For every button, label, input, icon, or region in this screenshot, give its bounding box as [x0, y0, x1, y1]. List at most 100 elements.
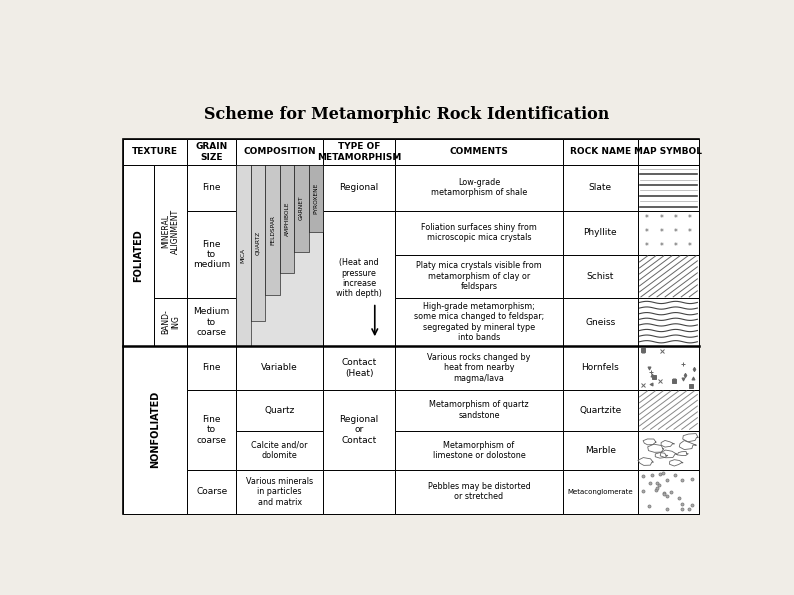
Text: Quartz: Quartz: [264, 406, 295, 415]
Text: *: *: [645, 228, 649, 237]
Text: *: *: [659, 242, 663, 251]
Bar: [187, 470, 236, 513]
Bar: [236, 470, 323, 513]
Text: Various minerals
in particles
and matrix: Various minerals in particles and matrix: [246, 477, 314, 506]
Bar: [323, 346, 395, 390]
Bar: [638, 470, 700, 513]
Text: Regional
or
Contact: Regional or Contact: [340, 415, 379, 444]
Bar: [187, 211, 236, 298]
Text: Fine: Fine: [202, 364, 221, 372]
Text: NONFOLIATED: NONFOLIATED: [150, 391, 160, 468]
Bar: [563, 431, 638, 470]
Bar: [395, 165, 563, 211]
Text: Metamorphism of
limestone or dolostone: Metamorphism of limestone or dolostone: [433, 440, 526, 460]
Bar: [563, 255, 638, 298]
Bar: [638, 211, 700, 255]
Text: Fine
to
coarse: Fine to coarse: [197, 415, 227, 444]
Bar: [309, 165, 323, 231]
Text: ROCK NAME: ROCK NAME: [570, 148, 631, 156]
Bar: [323, 470, 395, 513]
Bar: [638, 390, 700, 431]
Text: Phyllite: Phyllite: [584, 228, 617, 237]
Bar: [187, 390, 236, 470]
Text: Various rocks changed by
heat from nearby
magma/lava: Various rocks changed by heat from nearb…: [427, 353, 530, 383]
Bar: [563, 211, 638, 255]
Bar: [187, 346, 236, 390]
Bar: [122, 346, 187, 513]
Text: *: *: [688, 214, 692, 224]
Text: BAND-
ING: BAND- ING: [161, 310, 180, 334]
Bar: [638, 346, 700, 390]
Text: *: *: [674, 214, 677, 224]
Text: Foliation surfaces shiny from
microscopic mica crystals: Foliation surfaces shiny from microscopi…: [421, 223, 537, 242]
Text: TEXTURE: TEXTURE: [132, 148, 178, 156]
Text: Metaconglomerate: Metaconglomerate: [568, 488, 634, 494]
Text: *: *: [645, 214, 649, 224]
Text: *: *: [645, 242, 649, 251]
Text: Quartzite: Quartzite: [580, 406, 622, 415]
Text: Hornfels: Hornfels: [581, 364, 619, 372]
Bar: [395, 431, 563, 470]
Bar: [154, 298, 187, 346]
Bar: [395, 139, 563, 165]
Bar: [395, 255, 563, 298]
Bar: [323, 165, 395, 211]
Text: *: *: [659, 228, 663, 237]
Bar: [187, 139, 236, 165]
Bar: [236, 431, 323, 470]
Text: FOLIATED: FOLIATED: [133, 229, 143, 281]
Bar: [187, 165, 236, 211]
Bar: [265, 165, 279, 295]
Text: COMMENTS: COMMENTS: [449, 148, 508, 156]
Bar: [323, 139, 395, 165]
Text: Fine
to
medium: Fine to medium: [193, 240, 230, 270]
Text: Regional: Regional: [340, 183, 379, 192]
Bar: [187, 298, 236, 346]
Text: FELDSPAR: FELDSPAR: [270, 215, 275, 245]
Text: Gneiss: Gneiss: [585, 318, 615, 327]
Bar: [236, 390, 323, 431]
Text: Metamorphism of quartz
sandstone: Metamorphism of quartz sandstone: [429, 400, 529, 420]
Bar: [638, 298, 700, 346]
Bar: [395, 390, 563, 431]
Text: AMPHIBOLE: AMPHIBOLE: [284, 202, 290, 236]
Bar: [395, 346, 563, 390]
Text: TYPE OF
METAMORPHISM: TYPE OF METAMORPHISM: [317, 142, 401, 162]
Text: Contact
(Heat): Contact (Heat): [341, 358, 376, 377]
Bar: [563, 346, 638, 390]
Text: Low-grade
metamorphism of shale: Low-grade metamorphism of shale: [431, 178, 527, 198]
Text: GARNET: GARNET: [299, 196, 304, 220]
Text: Fine: Fine: [202, 183, 221, 192]
Bar: [122, 139, 187, 165]
Text: MINERAL
ALIGNMENT: MINERAL ALIGNMENT: [161, 209, 180, 254]
Bar: [395, 298, 563, 346]
Text: Medium
to
coarse: Medium to coarse: [194, 307, 229, 337]
Bar: [154, 165, 187, 298]
Text: *: *: [688, 242, 692, 251]
Text: High-grade metamorphism;
some mica changed to feldspar;
segregated by mineral ty: High-grade metamorphism; some mica chang…: [414, 302, 544, 342]
Bar: [279, 165, 295, 274]
Text: Variable: Variable: [261, 364, 298, 372]
Text: PYROXENE: PYROXENE: [314, 183, 318, 214]
Bar: [563, 470, 638, 513]
Bar: [563, 165, 638, 211]
Text: *: *: [674, 228, 677, 237]
Bar: [563, 298, 638, 346]
Bar: [638, 139, 700, 165]
Bar: [563, 139, 638, 165]
Bar: [323, 390, 395, 470]
Bar: [638, 431, 700, 470]
Bar: [122, 139, 700, 513]
Text: *: *: [688, 228, 692, 237]
Text: GRAIN
SIZE: GRAIN SIZE: [195, 142, 228, 162]
Bar: [563, 390, 638, 431]
Text: COMPOSITION: COMPOSITION: [244, 148, 316, 156]
Text: QUARTZ: QUARTZ: [256, 230, 260, 255]
Text: *: *: [674, 242, 677, 251]
Text: Scheme for Metamorphic Rock Identification: Scheme for Metamorphic Rock Identificati…: [204, 107, 610, 123]
Bar: [295, 165, 309, 252]
Text: Coarse: Coarse: [196, 487, 227, 496]
Text: *: *: [659, 214, 663, 224]
Bar: [122, 165, 154, 346]
Text: Marble: Marble: [585, 446, 616, 455]
